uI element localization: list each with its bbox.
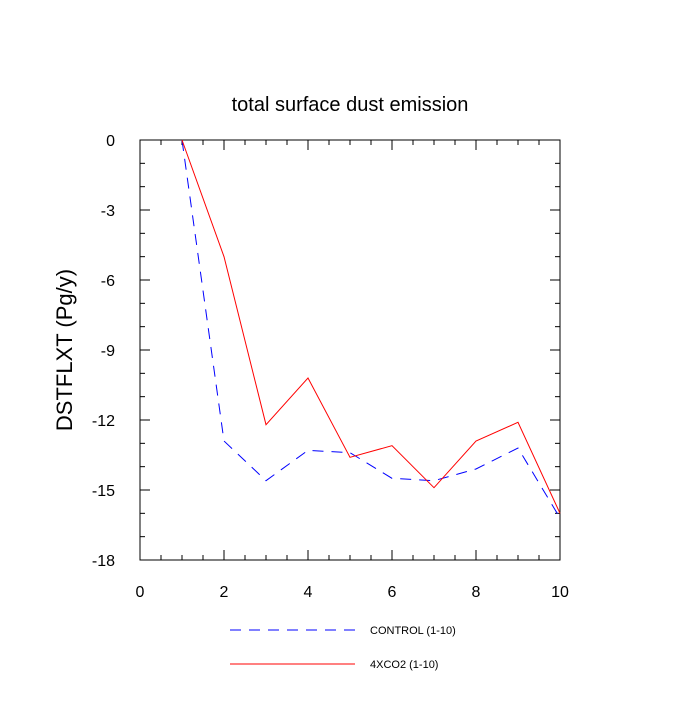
series-line-1 [181,139,561,519]
x-tick-label: 8 [472,584,481,601]
x-tick-label: 0 [136,584,145,601]
legend: CONTROL (1-10) 4XCO2 (1-10) [230,625,456,671]
x-tick-label: 2 [220,584,229,601]
y-tick-label: -12 [92,413,115,430]
y-tick-label: -15 [92,483,115,500]
x-tick-label: 10 [551,584,569,601]
x-tick-label: 6 [388,584,397,601]
series-lines [181,139,561,519]
plot-frame [139,139,561,561]
y-tick-label: -3 [101,203,115,220]
y-tick-label: 0 [106,133,115,150]
y-tick-label: -6 [101,273,115,290]
series-line-2 [181,139,561,514]
legend-label-2: 4XCO2 (1-10) [370,659,438,671]
legend-label-1: CONTROL (1-10) [370,625,456,637]
y-tick-label: -18 [92,553,115,570]
chart-title: total surface dust emission [232,94,469,116]
axes: 0 2 4 6 8 10 0 -3 -6 -9 -12 -15 -18 [92,133,569,601]
y-axis-label: DSTFLXT (Pg/y) [52,269,77,431]
y-tick-label: -9 [101,343,115,360]
x-tick-label: 4 [304,584,313,601]
